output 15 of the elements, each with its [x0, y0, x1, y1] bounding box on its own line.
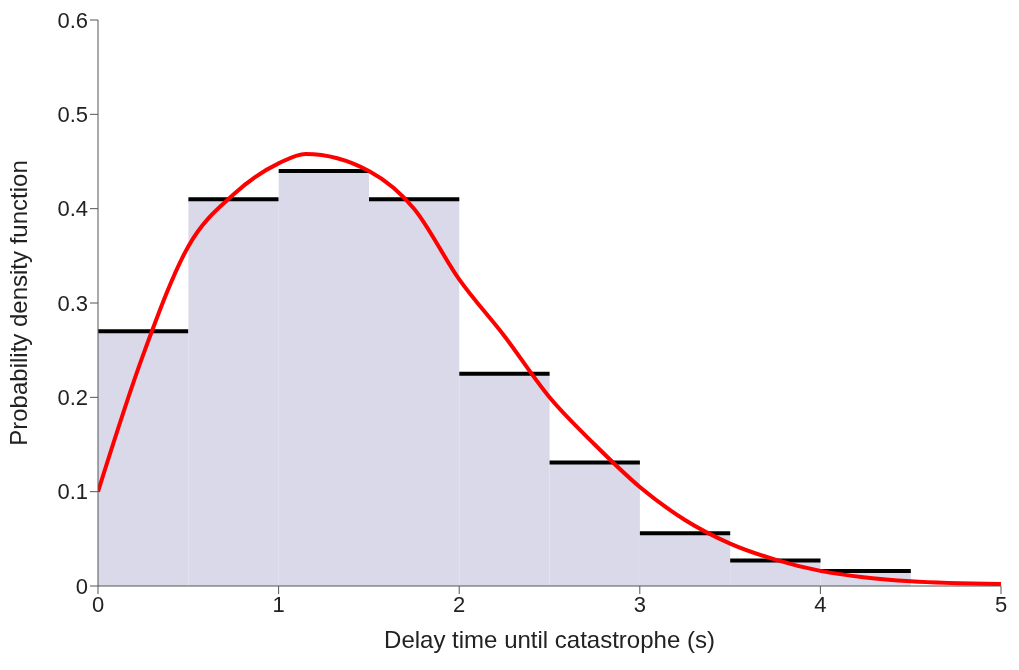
y-tick-label: 0.2	[57, 385, 88, 411]
x-tick-label: 2	[453, 591, 466, 617]
x-tick-label: 5	[994, 591, 1008, 617]
x-tick-label: 4	[814, 591, 827, 617]
x-tick-label: 0	[91, 591, 105, 617]
x-tick-label: 3	[633, 591, 646, 617]
y-tick-label: 0.1	[57, 479, 88, 505]
y-tick-label: 0	[75, 573, 88, 599]
y-axis-title: Probability density function	[4, 160, 32, 446]
y-tick-label: 0.4	[57, 196, 88, 222]
x-tick-label: 1	[272, 591, 285, 617]
y-tick-label: 0.5	[57, 102, 88, 128]
x-axis-title: Delay time until catastrophe (s)	[384, 626, 715, 653]
y-tick-label: 0.6	[57, 7, 88, 33]
y-tick-label: 0.3	[57, 290, 88, 316]
